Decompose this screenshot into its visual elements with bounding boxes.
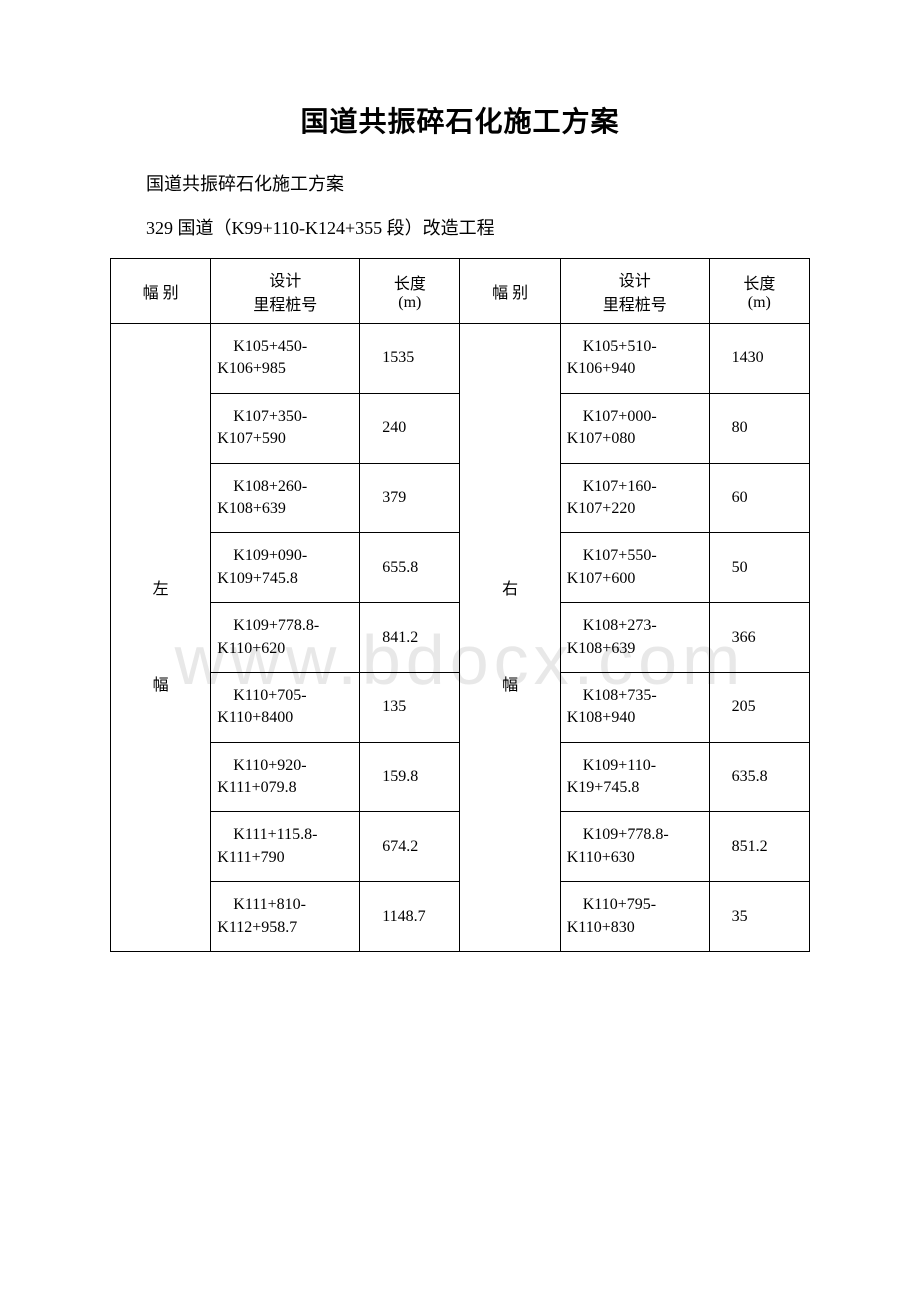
left-length: 655.8 [360, 533, 460, 603]
left-station: K111+810-K112+958.7 [211, 882, 360, 952]
document-title: 国道共振碎石化施工方案 [110, 100, 810, 140]
right-station: K107+160-K107+220 [560, 463, 709, 533]
header-side-left: 幅 别 [111, 259, 211, 324]
left-side-label: 左 幅 [111, 324, 211, 952]
right-station: K108+273-K108+639 [560, 603, 709, 673]
left-length: 1535 [360, 324, 460, 394]
right-station: K109+778.8-K110+630 [560, 812, 709, 882]
left-station: K110+920-K111+079.8 [211, 742, 360, 812]
header-station-left: 设计 里程桩号 [211, 259, 360, 324]
right-length: 50 [709, 533, 809, 603]
header-length-left: 长度 (m) [360, 259, 460, 324]
right-station: K107+000-K107+080 [560, 393, 709, 463]
right-length: 1430 [709, 324, 809, 394]
right-length: 80 [709, 393, 809, 463]
header-length-right: 长度 (m) [709, 259, 809, 324]
right-length: 851.2 [709, 812, 809, 882]
right-station: K110+795-K110+830 [560, 882, 709, 952]
right-length: 205 [709, 672, 809, 742]
right-length: 635.8 [709, 742, 809, 812]
right-station: K107+550-K107+600 [560, 533, 709, 603]
table-header-row: 幅 别 设计 里程桩号 长度 (m) 幅 别 设计 里程桩号 长度 (m) [111, 259, 810, 324]
right-length: 60 [709, 463, 809, 533]
left-length: 240 [360, 393, 460, 463]
left-station: K105+450-K106+985 [211, 324, 360, 394]
left-length: 841.2 [360, 603, 460, 673]
right-station: K109+110-K19+745.8 [560, 742, 709, 812]
right-length: 35 [709, 882, 809, 952]
left-length: 674.2 [360, 812, 460, 882]
document-subtitle-2: 329 国道（K99+110-K124+355 段）改造工程 [110, 214, 810, 240]
left-station: K108+260-K108+639 [211, 463, 360, 533]
left-station: K109+778.8-K110+620 [211, 603, 360, 673]
header-side-right: 幅 别 [460, 259, 560, 324]
document-subtitle-1: 国道共振碎石化施工方案 [110, 170, 810, 196]
right-station: K105+510-K106+940 [560, 324, 709, 394]
left-length: 135 [360, 672, 460, 742]
right-length: 366 [709, 603, 809, 673]
left-length: 1148.7 [360, 882, 460, 952]
header-station-right: 设计 里程桩号 [560, 259, 709, 324]
left-length: 159.8 [360, 742, 460, 812]
right-side-label: 右 幅 [460, 324, 560, 952]
table-row: 左 幅 K105+450-K106+985 1535 右 幅 K105+510-… [111, 324, 810, 394]
left-station: K107+350-K107+590 [211, 393, 360, 463]
right-station: K108+735-K108+940 [560, 672, 709, 742]
data-table: 幅 别 设计 里程桩号 长度 (m) 幅 别 设计 里程桩号 长度 (m) 左 … [110, 258, 810, 952]
left-station: K109+090-K109+745.8 [211, 533, 360, 603]
left-station: K110+705-K110+8400 [211, 672, 360, 742]
left-length: 379 [360, 463, 460, 533]
left-station: K111+115.8-K111+790 [211, 812, 360, 882]
